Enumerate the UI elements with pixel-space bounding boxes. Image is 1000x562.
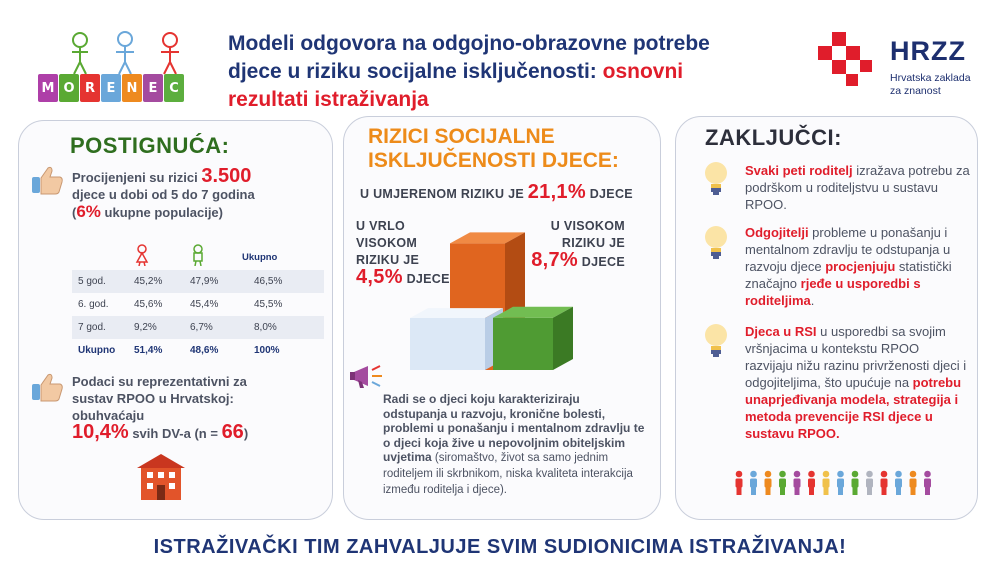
- boy-icon: [193, 244, 203, 266]
- hrzz-wordmark: HRZZ: [890, 36, 966, 66]
- table-row-total: Ukupno 51,4% 48,6% 100%: [78, 345, 280, 356]
- children-figures-icon: [72, 31, 179, 75]
- estimate-text: Procijenjeni su rizici 3.500 djece u dob…: [72, 165, 255, 221]
- table-row: 5 god. 45,2% 47,9% 46,5%: [72, 270, 324, 293]
- lightbulb-icon: [705, 226, 727, 259]
- hrzz-subtitle: Hrvatska zaklada za znanost: [890, 72, 971, 97]
- total-column-header: Ukupno: [242, 252, 278, 263]
- checker-logo-icon: [818, 32, 872, 86]
- conclusion-1: Svaki peti roditelj izražava potrebu za …: [745, 163, 970, 212]
- person-icon: [764, 470, 772, 495]
- logo-letter: O: [59, 74, 79, 102]
- footer-thanks: ISTRAŽIVAČKI TIM ZAHVALJUJE SVIM SUDIONI…: [153, 536, 847, 558]
- risk-3d-bar-chart: [410, 232, 573, 370]
- person-icon: [750, 470, 757, 495]
- age-gender-table: 5 god. 45,2% 47,9% 46,5% 6. god. 45,6% 45,4% 4…: [72, 270, 324, 362]
- person-icon: [924, 470, 931, 495]
- conclusion-3: Djeca u RSI u usporedbi sa svojim vršnja…: [745, 324, 967, 441]
- risks-heading: RIZICI SOCIJALNE ISKLJUČENOSTI DJECE:: [368, 125, 619, 172]
- high-risk-bar: [493, 306, 573, 370]
- risks-description: Radi se o djeci koju karakteriziraju ods…: [383, 392, 645, 496]
- person-icon: [895, 470, 902, 495]
- conclusions-heading: ZAKLJUČCI:: [705, 125, 842, 150]
- logo-letter: E: [101, 74, 121, 102]
- person-icon: [822, 470, 830, 495]
- logo-letter: N: [122, 74, 142, 102]
- table-row: 7 god. 9,2% 6,7% 8,0%: [72, 316, 324, 339]
- logo-letter: R: [80, 74, 100, 102]
- person-icon: [866, 470, 873, 495]
- kindergarten-building-icon: [137, 454, 185, 500]
- person-icon: [880, 470, 888, 495]
- person-icon: [735, 470, 743, 495]
- person-icon: [808, 470, 815, 495]
- megaphone-icon: [350, 365, 382, 388]
- achievements-heading: POSTIGNUĆA:: [70, 133, 230, 158]
- very-high-risk-label: U VRLO VISOKOM RIZIKU JE 4,5% DJECE: [356, 219, 450, 288]
- moderate-risk-label: U UMJERENOM RIZIKU JE 21,1% DJECE: [360, 181, 633, 203]
- girl-icon: [135, 244, 149, 266]
- logo-letter: M: [38, 74, 58, 102]
- person-icon: [909, 470, 917, 495]
- representative-text: Podaci su reprezentativni za sustav RPOO…: [72, 374, 249, 443]
- conclusions-panel: [675, 116, 978, 520]
- person-icon: [779, 470, 786, 495]
- conclusion-2: Odgojitelji probleme u ponašanju i menta…: [745, 225, 952, 308]
- person-icon: [851, 470, 859, 495]
- hrzz-logo: HRZZ Hrvatska zaklada za znanost: [818, 32, 978, 102]
- lightbulb-icon: [705, 324, 727, 357]
- high-risk-label: U VISOKOM RIZIKU JE 8,7% DJECE: [531, 219, 625, 271]
- logo-letter: C: [164, 74, 184, 102]
- person-icon: [793, 470, 801, 495]
- lightbulb-icon: [705, 162, 727, 195]
- page-title: Modeli odgovora na odgojno-obrazovne pot…: [228, 32, 710, 111]
- logo-letter: E: [143, 74, 163, 102]
- person-icon: [837, 470, 844, 495]
- table-row: 6. god. 45,6% 45,4% 45,5%: [78, 299, 283, 310]
- thumbs-up-icon: [32, 166, 63, 195]
- thumbs-up-icon: [32, 373, 63, 402]
- table-header: Ukupno: [72, 240, 324, 270]
- people-row-icon: [735, 470, 931, 495]
- very-high-risk-bar: [410, 308, 503, 370]
